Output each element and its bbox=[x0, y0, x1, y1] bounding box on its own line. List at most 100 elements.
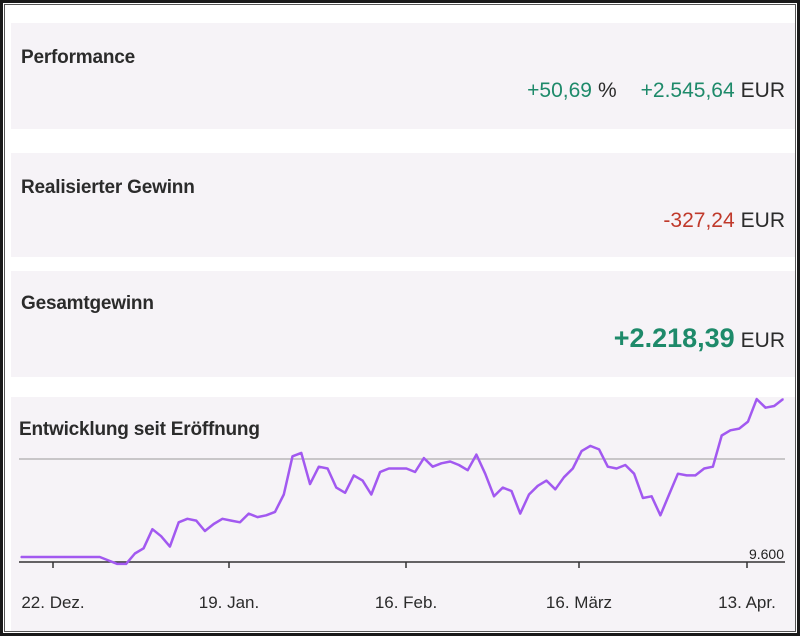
series-point bbox=[694, 474, 697, 477]
series-point bbox=[247, 512, 250, 515]
series-point bbox=[151, 528, 154, 530]
total-gain-title: Gesamtgewinn bbox=[21, 293, 154, 314]
series-point bbox=[107, 559, 110, 562]
series-point bbox=[729, 429, 732, 432]
series-point bbox=[186, 518, 189, 520]
series-point bbox=[484, 472, 487, 475]
series-point bbox=[55, 556, 57, 558]
series-point bbox=[703, 467, 705, 470]
series-point bbox=[624, 464, 627, 466]
performance-card: Performance +50,69 % +2.545,64 EUR bbox=[11, 23, 795, 129]
series-point bbox=[204, 530, 206, 532]
series-point bbox=[379, 471, 381, 473]
series-point bbox=[361, 479, 364, 482]
development-chart-card: Entwicklung seit Eröffnung 22. Dez. 19. J… bbox=[11, 397, 795, 631]
series-point bbox=[431, 465, 434, 468]
series-point bbox=[37, 556, 40, 558]
series-point bbox=[440, 462, 443, 465]
x-tick-label: 19. Jan. bbox=[199, 593, 260, 612]
series-point bbox=[230, 519, 232, 522]
total-gain-amount-value: +2.218,39 bbox=[613, 323, 735, 353]
y-tick-label: 9.600 bbox=[749, 546, 784, 562]
performance-amount-unit: EUR bbox=[740, 79, 785, 102]
series-point bbox=[563, 476, 565, 478]
series-point bbox=[501, 486, 504, 489]
x-tick-label: 16. März bbox=[546, 593, 612, 612]
series-point bbox=[747, 420, 749, 423]
series-point bbox=[537, 485, 539, 487]
series-point bbox=[125, 563, 127, 565]
realized-gain-values: -327,24 EUR bbox=[663, 209, 785, 233]
chart-x-ticks: 22. Dez. 19. Jan. 16. Feb. 16. März 13. Apr. bbox=[21, 562, 776, 612]
total-gain-card: Gesamtgewinn +2.218,39 EUR bbox=[11, 271, 795, 377]
series-point bbox=[528, 493, 530, 496]
total-gain-values: +2.218,39 EUR bbox=[614, 323, 785, 354]
series-point bbox=[493, 495, 495, 498]
performance-percent-unit: % bbox=[597, 79, 617, 102]
series-point bbox=[388, 467, 390, 470]
series-point bbox=[405, 467, 408, 470]
series-point bbox=[116, 563, 119, 565]
series-point bbox=[773, 405, 775, 407]
series-point bbox=[423, 457, 425, 459]
series-point bbox=[344, 492, 346, 494]
series-point bbox=[589, 445, 592, 447]
series-point bbox=[642, 497, 644, 499]
series-point bbox=[160, 535, 162, 537]
series-point bbox=[326, 467, 329, 470]
series-point bbox=[677, 472, 679, 475]
series-point bbox=[169, 545, 171, 548]
total-gain-amount-unit: EUR bbox=[740, 329, 785, 352]
series-point bbox=[318, 465, 320, 468]
series-point bbox=[466, 469, 469, 471]
chart-title: Entwicklung seit Eröffnung bbox=[19, 419, 260, 440]
series-point bbox=[353, 474, 355, 477]
series-point bbox=[265, 514, 267, 517]
series-point bbox=[370, 493, 373, 496]
realized-gain-card: Realisierter Gewinn -327,24 EUR bbox=[11, 153, 795, 257]
series-point bbox=[738, 427, 740, 430]
series-point bbox=[291, 455, 294, 458]
series-point bbox=[685, 474, 688, 477]
series-point bbox=[572, 467, 574, 470]
realized-gain-amount-value: -327,24 bbox=[663, 209, 735, 232]
series-point bbox=[396, 467, 399, 470]
series-point bbox=[46, 556, 49, 558]
realized-gain-amount-unit: EUR bbox=[740, 209, 785, 232]
series-point bbox=[580, 450, 583, 452]
series-point bbox=[633, 472, 635, 475]
performance-values: +50,69 % +2.545,64 EUR bbox=[527, 79, 785, 103]
series-point bbox=[177, 521, 180, 524]
series-point bbox=[650, 495, 653, 498]
series-point bbox=[64, 556, 66, 558]
series-point bbox=[81, 556, 84, 558]
series-point bbox=[256, 516, 259, 518]
chart-series-group bbox=[20, 397, 784, 566]
series-point bbox=[72, 556, 75, 558]
series-point bbox=[99, 556, 101, 558]
series-point bbox=[554, 488, 557, 491]
series-point bbox=[782, 398, 784, 400]
performance-title: Performance bbox=[21, 47, 135, 68]
series-point bbox=[20, 556, 22, 558]
series-point bbox=[309, 483, 311, 485]
series-point bbox=[755, 398, 758, 400]
series-point bbox=[414, 471, 416, 473]
performance-amount-value: +2.545,64 bbox=[640, 79, 735, 102]
series-point bbox=[659, 514, 662, 517]
series-point bbox=[283, 493, 285, 496]
series-point bbox=[142, 547, 145, 550]
series-point bbox=[545, 479, 548, 482]
series-point bbox=[519, 512, 521, 515]
series-point bbox=[458, 464, 460, 466]
series-point bbox=[274, 511, 276, 513]
series-point bbox=[615, 467, 618, 470]
series-point bbox=[764, 406, 767, 409]
series-point bbox=[134, 552, 136, 555]
series-point bbox=[712, 465, 714, 468]
x-tick-label: 16. Feb. bbox=[375, 593, 437, 612]
development-chart: 22. Dez. 19. Jan. 16. Feb. 16. März 13. Apr.… bbox=[19, 397, 785, 612]
series-point bbox=[239, 521, 241, 524]
series-point bbox=[510, 490, 513, 492]
